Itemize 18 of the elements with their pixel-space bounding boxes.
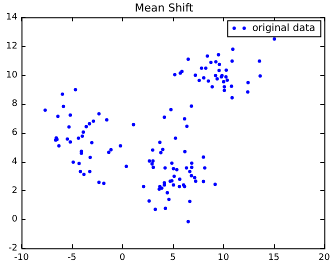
x-tick-label: 10 bbox=[218, 252, 230, 263]
y-tick-label: 0 bbox=[12, 214, 18, 225]
x-tick-label: 0 bbox=[120, 252, 126, 263]
y-tick-label: 4 bbox=[12, 156, 18, 167]
x-tick-label: -10 bbox=[14, 252, 30, 263]
y-tick-label: 10 bbox=[6, 70, 18, 80]
chart-title: Mean Shift bbox=[134, 1, 194, 14]
legend-label: original data bbox=[252, 22, 316, 34]
x-tick-label: 15 bbox=[268, 252, 280, 263]
y-tick-label: 2 bbox=[12, 186, 18, 196]
y-tick-label: 8 bbox=[12, 99, 18, 110]
y-tick-label: -2 bbox=[8, 244, 18, 254]
x-tick-label: 5 bbox=[170, 252, 176, 263]
y-tick-label: 12 bbox=[6, 41, 18, 52]
y-tick-label: 6 bbox=[12, 128, 18, 138]
x-tick-label: -5 bbox=[67, 252, 76, 263]
y-tick-label: 14 bbox=[6, 12, 18, 23]
x-tick-label: 20 bbox=[318, 252, 330, 263]
